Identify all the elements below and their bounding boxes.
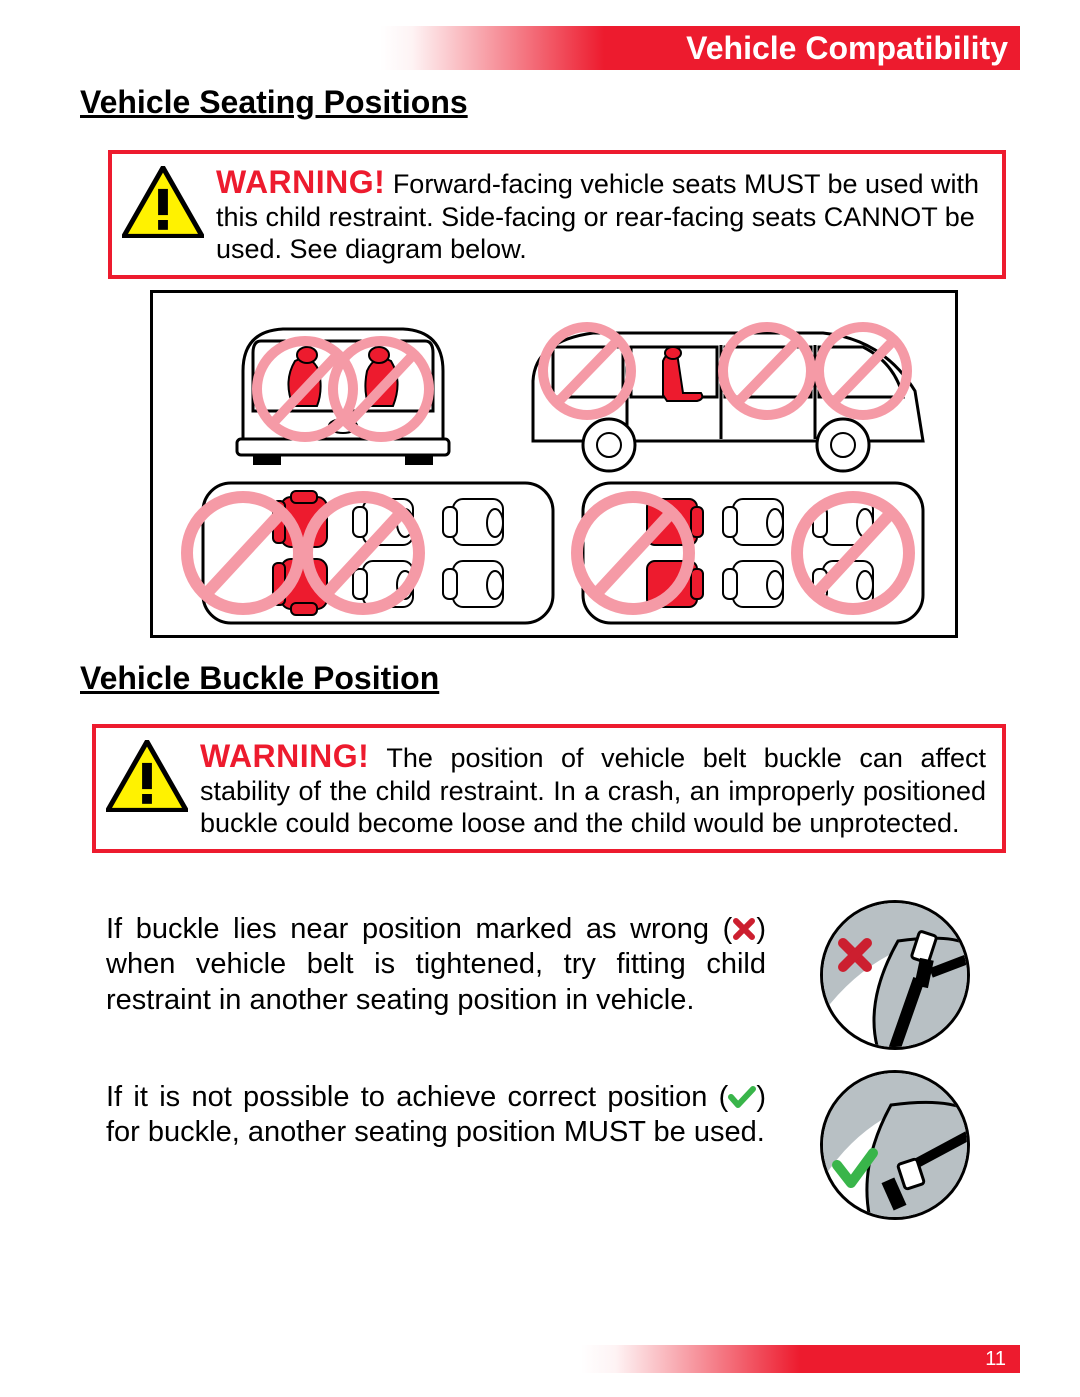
p2-a: If it is not possible to achieve correct… xyxy=(106,1081,728,1113)
vehicle-diagram xyxy=(150,290,958,638)
warning-icon xyxy=(122,166,204,238)
header-banner: Vehicle Compatibility xyxy=(380,26,1020,70)
page-number: 11 xyxy=(985,1348,1006,1370)
footer-banner: 11 xyxy=(580,1345,1020,1373)
seating-plan-b xyxy=(577,483,923,623)
seating-plan-a xyxy=(187,483,553,623)
warning-icon xyxy=(106,740,188,812)
buckle-correct-svg xyxy=(823,1073,970,1220)
warning-label: WARNING! xyxy=(216,164,385,200)
section2-heading: Vehicle Buckle Position xyxy=(80,660,439,697)
warning-label: WARNING! xyxy=(200,738,369,774)
cross-icon xyxy=(732,917,756,941)
warning-box-seating: WARNING! Forward-facing vehicle seats MU… xyxy=(108,150,1006,279)
warning-box-buckle: WARNING! The position of vehicle belt bu… xyxy=(92,724,1006,853)
buckle-wrong-svg xyxy=(823,903,970,1050)
warning-text-seating: WARNING! Forward-facing vehicle seats MU… xyxy=(216,164,986,265)
vehicle-rear-view xyxy=(237,329,449,465)
section1-heading: Vehicle Seating Positions xyxy=(80,84,468,121)
warning-text-buckle: WARNING! The position of vehicle belt bu… xyxy=(200,738,986,839)
p1-a: If buckle lies near position marked as w… xyxy=(106,913,732,945)
van-side-view xyxy=(533,327,923,471)
buckle-correct-diagram xyxy=(820,1070,970,1220)
buckle-wrong-diagram xyxy=(820,900,970,1050)
body-p2: If it is not possible to achieve correct… xyxy=(106,1080,766,1151)
check-icon xyxy=(728,1085,756,1109)
vehicle-diagram-svg xyxy=(153,293,961,641)
header-title: Vehicle Compatibility xyxy=(686,30,1008,66)
body-p1: If buckle lies near position marked as w… xyxy=(106,912,766,1018)
